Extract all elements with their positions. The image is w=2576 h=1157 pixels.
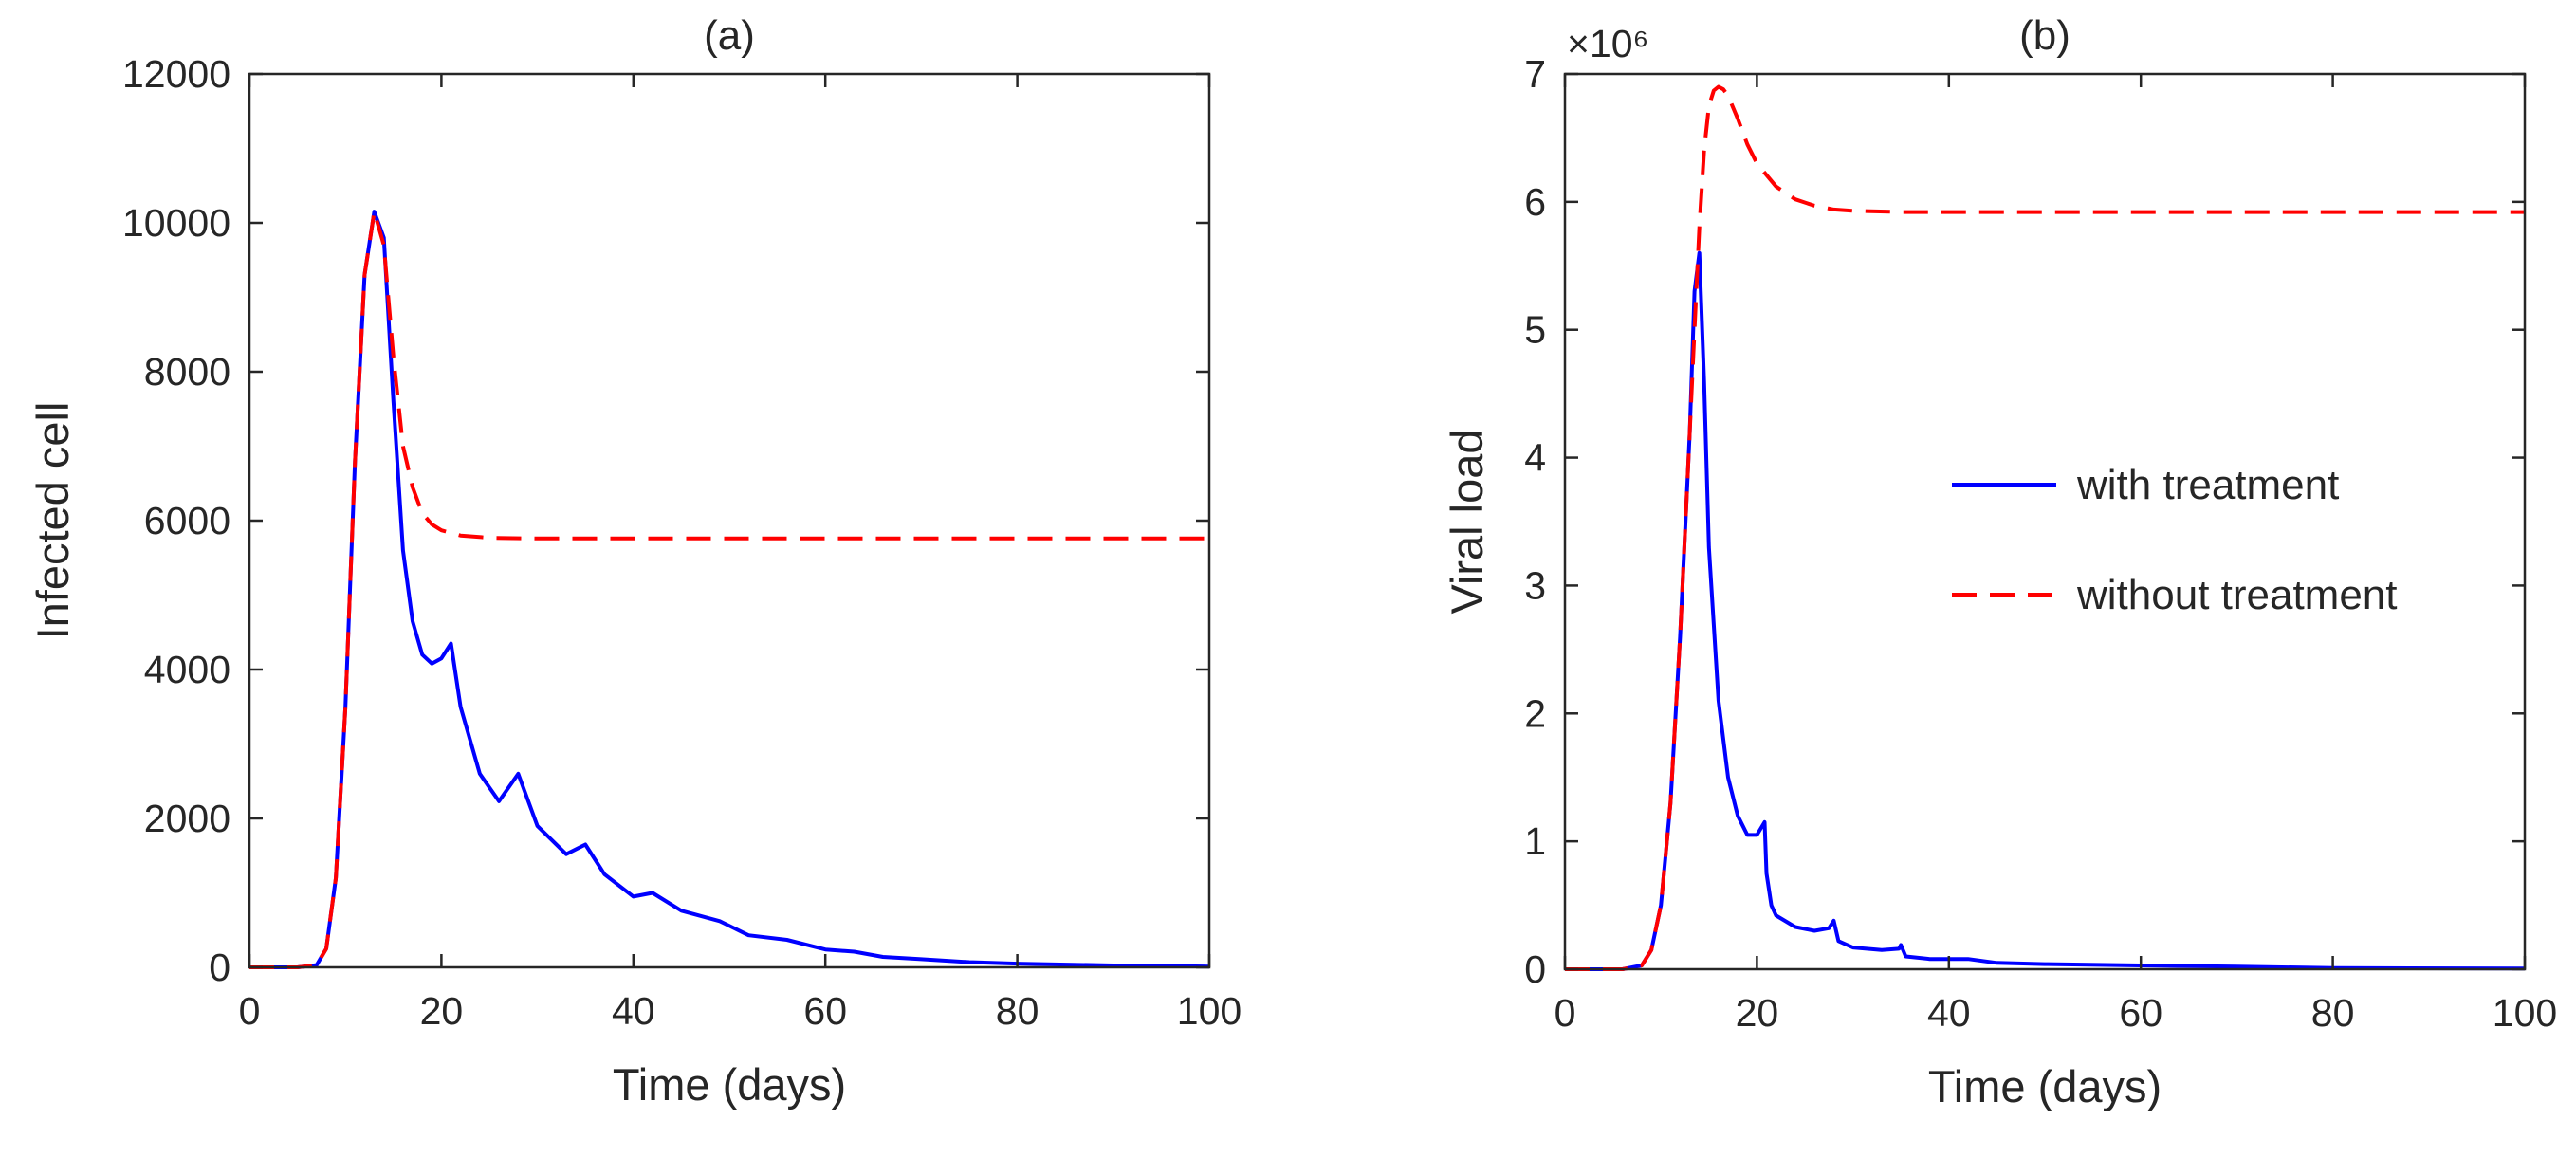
panel-a-title: (a): [704, 12, 755, 59]
panel-b-y-tick-label: 2: [1524, 691, 1546, 735]
panel-b-x-tick-label: 40: [1927, 991, 1971, 1035]
panel-a-y-tick-label: 10000: [122, 201, 230, 245]
panel-a-x-tick-label: 40: [612, 989, 655, 1033]
panel-b-x-tick-label: 60: [2119, 991, 2162, 1035]
legend-label-with-treatment: with treatment: [2076, 462, 2339, 508]
panel-a-series-without-treatment: [249, 210, 1209, 969]
panel-b-y-tick-label: 5: [1524, 308, 1546, 352]
panel-a-y-tick-label: 6000: [144, 499, 230, 542]
panel-b-x-tick-label: 100: [2493, 991, 2557, 1035]
legend-label-without-treatment: without treatment: [2076, 572, 2398, 618]
panel-a-x-tick-label: 100: [1177, 989, 1242, 1033]
panel-a-y-axis-label: Infected cell: [28, 402, 78, 640]
panel-b-series-without-treatment: [1565, 84, 2525, 971]
panel-b-y-tick-label: 0: [1524, 947, 1546, 991]
panel-b-y-axis-label: Viral load: [1442, 429, 1492, 614]
panel-b-y-multiplier: ×10⁶: [1567, 22, 1648, 65]
panel-a-x-tick-label: 60: [803, 989, 847, 1033]
panel-a-x-tick-label: 80: [996, 989, 1040, 1033]
panel-b-x-axis-label: Time (days): [1928, 1061, 2162, 1111]
panel-a-y-tick-label: 8000: [144, 350, 230, 394]
panel-a-axes-box: [248, 72, 1211, 969]
panel-b-y-tick-label: 1: [1524, 819, 1546, 863]
panel-a-series-layer: [249, 210, 1210, 969]
panel-a-x-tick-label: 20: [420, 989, 464, 1033]
panel-a-y-tick-label: 12000: [122, 52, 230, 96]
panel-b-ticks: 0 20 40 60 80 100 0 1 2 3 4 5 6 7: [1524, 52, 2557, 1035]
panel-b-y-tick-label: 6: [1524, 180, 1546, 224]
panel-b-y-tick-label: 3: [1524, 563, 1546, 607]
panel-b-x-tick-label: 80: [2311, 991, 2355, 1035]
panel-b-x-tick-label: 20: [1736, 991, 1779, 1035]
panel-a-ticks: 0 20 40 60 80 100 0 2000 4000 6000 8000 10000 12000: [122, 52, 1242, 1033]
panel-b-y-tick-label: 4: [1524, 436, 1546, 480]
panel-b-axes-box: [1563, 72, 2527, 971]
panel-a-y-tick-label: 0: [209, 946, 230, 989]
panel-a-y-tick-label: 2000: [144, 797, 230, 840]
panel-a-y-tick-label: 4000: [144, 648, 230, 691]
panel-b-x-tick-label: 0: [1555, 991, 1576, 1035]
panel-b-title: (b): [2019, 12, 2070, 59]
panel-a-series-with-treatment: [249, 210, 1210, 969]
legend: with treatment without treatment: [1952, 462, 2398, 618]
panel-b-series-layer: [1565, 84, 2526, 971]
panel-a-x-tick-label: 0: [239, 989, 261, 1033]
panel-b: 0 20 40 60 80 100 0 1 2 3 4 5 6 7 (b) Time (days) Vir…: [1442, 12, 2557, 1111]
panel-a-x-axis-label: Time (days): [613, 1059, 846, 1110]
panel-a: 0 20 40 60 80 100020004000600080001000012000 …: [28, 12, 1242, 1110]
panel-b-y-tick-label: 7: [1524, 52, 1546, 96]
